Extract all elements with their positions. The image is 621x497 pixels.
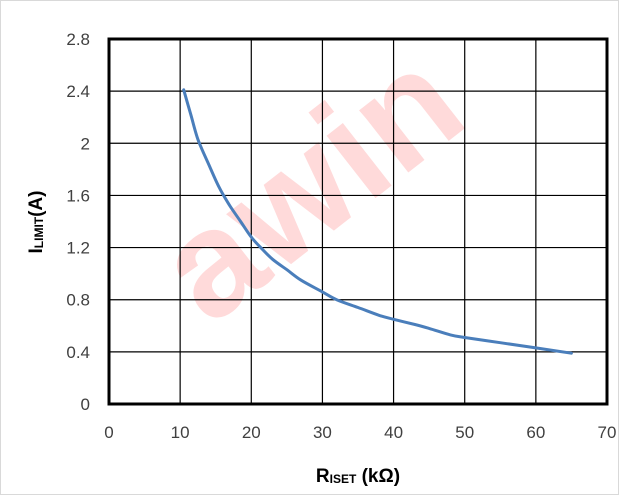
x-axis-title-sub: ISET: [330, 472, 357, 486]
series-layer: [182, 88, 573, 355]
x-tick-labels: 0 10 20 30 40 50 60 70: [104, 423, 616, 442]
y-tick-label: 1.2: [66, 239, 90, 258]
y-tick-label: 1.6: [66, 186, 90, 205]
y-tick-label: 0.4: [66, 343, 90, 362]
x-axis-title-unit: (kΩ): [356, 466, 400, 487]
y-tick-labels: 0 0.4 0.8 1.2 1.6 2 2.4 2.8: [66, 30, 90, 414]
series-line: [182, 88, 573, 355]
y-tick-label: 2.4: [66, 82, 90, 101]
plot-border: [107, 37, 609, 406]
y-tick-label: 2.8: [66, 30, 90, 49]
y-axis-title: ILIMIT(A): [26, 191, 47, 254]
grid: [109, 39, 607, 404]
x-axis-title-main: R: [316, 466, 330, 487]
x-tick-label: 0: [104, 423, 113, 442]
y-axis-title-unit: (A): [26, 191, 47, 217]
y-axis-title-sub: LIMIT: [32, 216, 46, 248]
y-tick-label: 0.8: [66, 291, 90, 310]
x-tick-label: 30: [313, 423, 332, 442]
x-tick-label: 10: [171, 423, 190, 442]
x-tick-label: 40: [384, 423, 403, 442]
y-tick-label: 2: [81, 134, 90, 153]
x-axis-title: RISET (kΩ): [316, 466, 400, 487]
y-tick-label: 0: [81, 395, 90, 414]
x-tick-label: 60: [526, 423, 545, 442]
y-axis-title-main: I: [26, 248, 47, 253]
x-tick-label: 70: [598, 423, 617, 442]
x-tick-label: 50: [455, 423, 474, 442]
x-tick-label: 20: [242, 423, 261, 442]
